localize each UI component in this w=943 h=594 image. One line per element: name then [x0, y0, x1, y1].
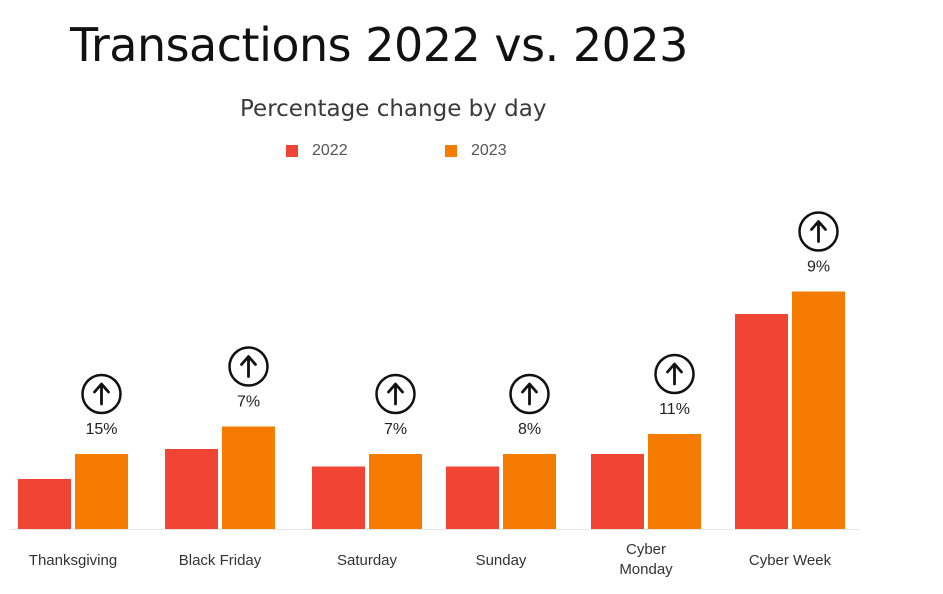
arrow-up-circle-icon: [654, 353, 695, 395]
arrow-up-circle-icon: [81, 373, 122, 415]
bar-2023: [648, 434, 701, 529]
x-tick-label: Saturday: [337, 552, 398, 569]
x-tick-label: Cyber Week: [749, 552, 832, 569]
chart-subtitle: Percentage change by day: [240, 96, 547, 122]
legend-swatch-2022: [286, 145, 298, 157]
x-tick-label: Thanksgiving: [29, 552, 117, 569]
chart-legend: 2022 2023: [0, 142, 943, 164]
change-label: 7%: [237, 394, 260, 411]
legend-label-2023: 2023: [471, 142, 507, 159]
x-tick-label: Sunday: [476, 552, 527, 569]
x-tick-label: Cyber: [626, 541, 666, 558]
arrow-up-circle-icon: [798, 211, 839, 252]
bar-2023: [75, 454, 128, 529]
change-label: 11%: [659, 401, 690, 418]
change-label: 9%: [807, 259, 830, 276]
arrow-up-circle-icon: [509, 373, 550, 415]
bar-group: 7%: [165, 346, 275, 529]
legend-label-2022: 2022: [312, 142, 348, 159]
bar-group: 9%: [735, 211, 845, 529]
bar-group: 11%: [591, 353, 701, 529]
bar-2022: [735, 314, 788, 529]
change-label: 8%: [518, 421, 541, 438]
bar-2022: [446, 466, 499, 529]
bar-2023: [369, 454, 422, 529]
change-label: 7%: [384, 421, 407, 438]
bar-group: 15%: [18, 373, 128, 529]
bar-2022: [312, 466, 365, 529]
arrow-up-circle-icon: [228, 346, 269, 387]
bar-2022: [591, 454, 644, 529]
bar-2023: [503, 454, 556, 529]
arrow-up-circle-icon: [375, 373, 416, 415]
bar-2022: [165, 449, 218, 529]
bar-2022: [18, 479, 71, 529]
legend-swatch-2023: [445, 145, 457, 157]
bar-2023: [792, 291, 845, 529]
x-tick-label: Black Friday: [179, 552, 262, 569]
legend-item-2022: 2022: [286, 142, 348, 160]
bar-2023: [222, 426, 275, 529]
bar-group: 8%: [446, 373, 556, 529]
x-tick-label: Monday: [619, 561, 673, 578]
bar-group: 7%: [312, 373, 422, 529]
chart-title: Transactions 2022 vs. 2023: [70, 18, 688, 72]
legend-item-2023: 2023: [445, 142, 507, 160]
change-label: 15%: [85, 421, 117, 438]
